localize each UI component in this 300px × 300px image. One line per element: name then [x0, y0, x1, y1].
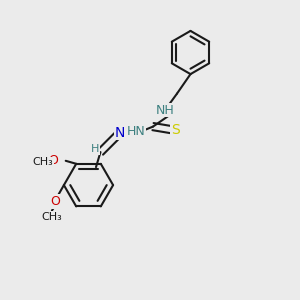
Text: O: O [48, 154, 58, 167]
Text: S: S [171, 123, 180, 136]
Text: NH: NH [156, 103, 174, 117]
Text: CH₃: CH₃ [33, 157, 54, 167]
Text: O: O [50, 195, 60, 208]
Text: N: N [115, 126, 125, 140]
Text: H: H [91, 144, 99, 154]
Text: CH₃: CH₃ [41, 212, 62, 222]
Text: HN: HN [127, 124, 146, 138]
